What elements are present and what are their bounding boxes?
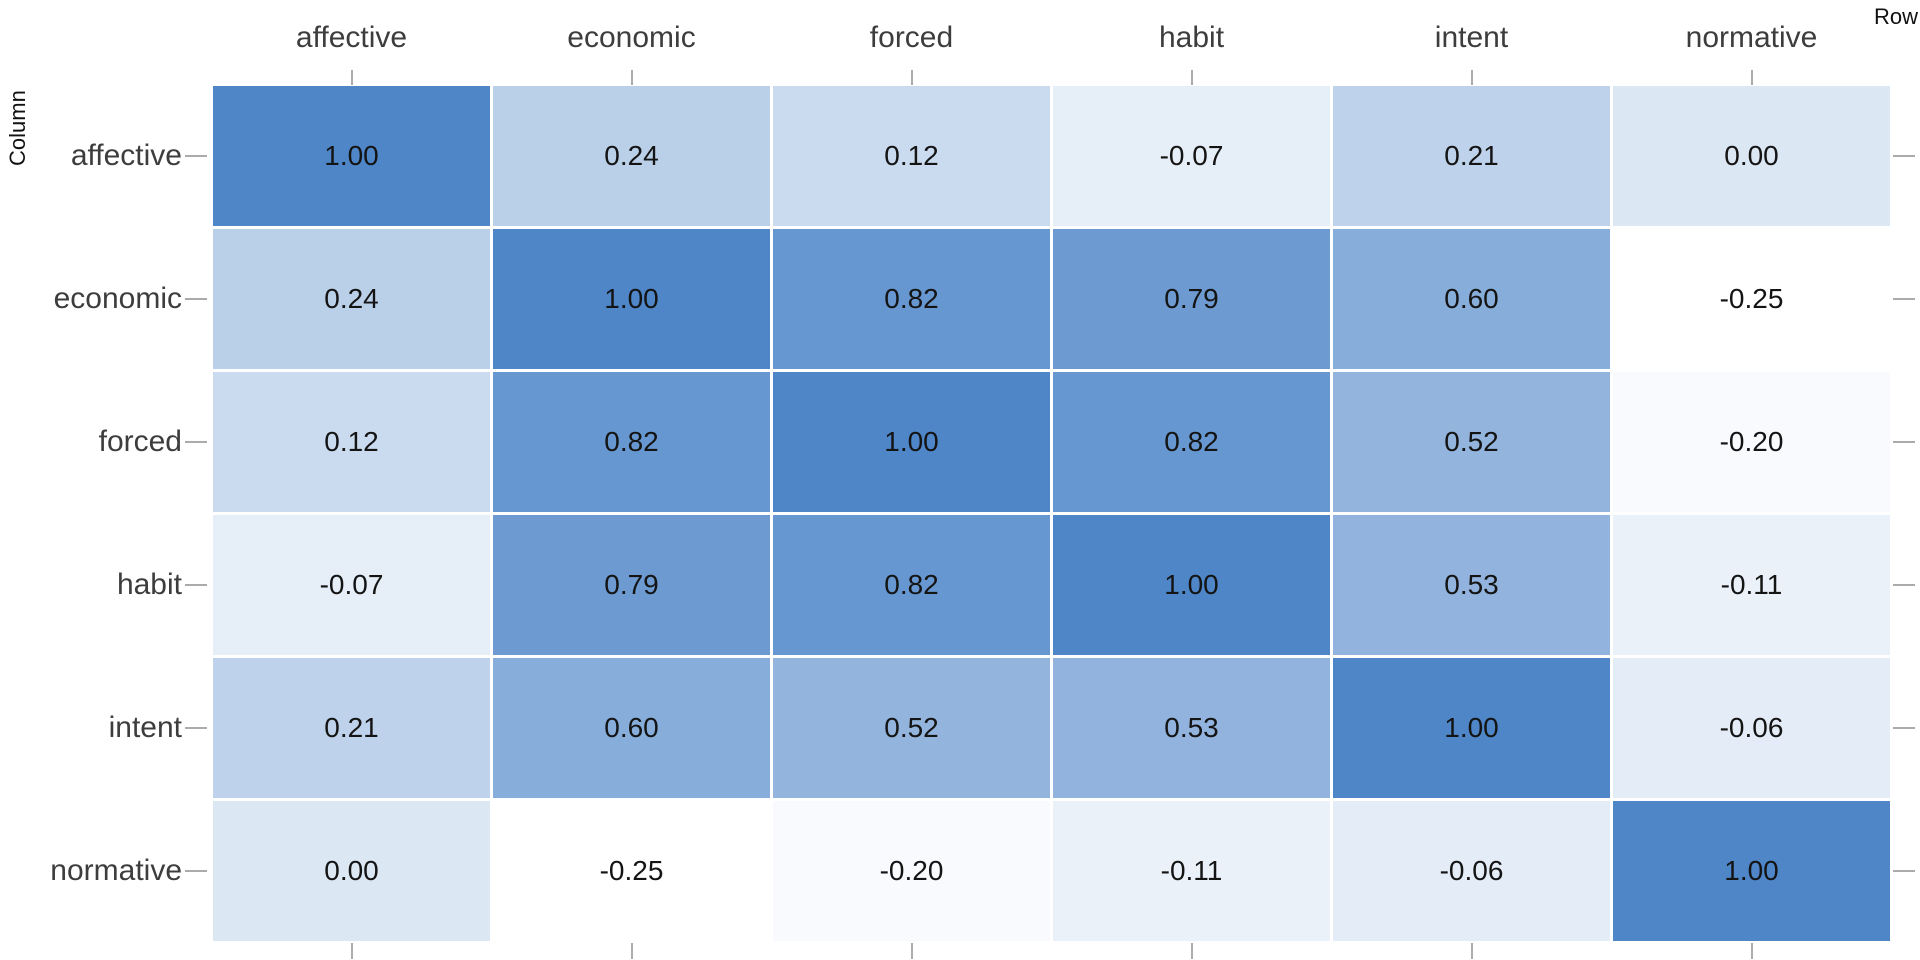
row-label-affective: affective (70, 139, 182, 172)
heatmap-cell-intent-normative: -0.06 (1613, 658, 1890, 798)
right-tick (1893, 727, 1915, 729)
row-label-column: affective economic forced habit intent normat… (0, 86, 182, 941)
heatmap-cell-forced-normative: -0.20 (1613, 372, 1890, 512)
heatmap-cell-economic-intent: 0.60 (1333, 229, 1610, 369)
heatmap-cell-forced-affective: 0.12 (213, 372, 490, 512)
bottom-tick (350, 943, 353, 959)
row-label-intent: intent (108, 711, 182, 744)
top-tick (1470, 70, 1473, 85)
left-tick (185, 155, 207, 157)
left-tick (185, 441, 207, 443)
top-tick (910, 70, 913, 85)
heatmap-cell-affective-intent: 0.21 (1333, 86, 1610, 226)
heatmap-cell-economic-habit: 0.79 (1053, 229, 1330, 369)
heatmap-cell-habit-habit: 1.00 (1053, 515, 1330, 655)
column-header-row: affective economic forced habit intent normat… (213, 20, 1890, 56)
x-axis-title: Row (1873, 4, 1918, 29)
heatmap-cell-intent-affective: 0.21 (213, 658, 490, 798)
heatmap-cell-habit-economic: 0.79 (493, 515, 770, 655)
right-tick (1893, 441, 1915, 443)
column-header-normative: normative (1685, 21, 1818, 54)
heatmap-cell-affective-normative: 0.00 (1613, 86, 1890, 226)
left-tick (185, 584, 207, 586)
right-tick (1893, 870, 1915, 872)
heatmap-cell-affective-affective: 1.00 (213, 86, 490, 226)
heatmap-cell-intent-forced: 0.52 (773, 658, 1050, 798)
heatmap-cell-normative-affective: 0.00 (213, 801, 490, 941)
row-label-forced: forced (98, 425, 182, 458)
heatmap-cell-economic-affective: 0.24 (213, 229, 490, 369)
bottom-tick (1750, 943, 1753, 959)
right-tick (1893, 298, 1915, 300)
bottom-tick (1190, 943, 1193, 959)
heatmap-cell-habit-affective: -0.07 (213, 515, 490, 655)
bottom-tick (630, 943, 633, 959)
heatmap-cell-intent-habit: 0.53 (1053, 658, 1330, 798)
heatmap-cell-habit-normative: -0.11 (1613, 515, 1890, 655)
heatmap-cell-affective-forced: 0.12 (773, 86, 1050, 226)
heatmap-cell-economic-economic: 1.00 (493, 229, 770, 369)
right-tick (1893, 584, 1915, 586)
heatmap-cell-habit-forced: 0.82 (773, 515, 1050, 655)
heatmap-cell-normative-normative: 1.00 (1613, 801, 1890, 941)
left-tick (185, 727, 207, 729)
column-header-intent: intent (1434, 21, 1509, 54)
row-label-habit: habit (116, 568, 182, 601)
heatmap-grid: 1.00 0.24 0.12 -0.07 0.21 0.00 0.24 1.00 0.82 0.7… (213, 86, 1890, 941)
top-tick (350, 70, 353, 85)
heatmap-cell-normative-intent: -0.06 (1333, 801, 1610, 941)
row-label-normative: normative (50, 854, 182, 887)
heatmap-cell-forced-economic: 0.82 (493, 372, 770, 512)
heatmap-cell-forced-forced: 1.00 (773, 372, 1050, 512)
column-header-economic: economic (567, 21, 696, 54)
top-tick (1750, 70, 1753, 85)
top-tick (630, 70, 633, 85)
heatmap-cell-economic-normative: -0.25 (1613, 229, 1890, 369)
left-tick (185, 870, 207, 872)
heatmap-cell-normative-economic: -0.25 (493, 801, 770, 941)
left-tick (185, 298, 207, 300)
heatmap-cell-normative-forced: -0.20 (773, 801, 1050, 941)
heatmap-cell-affective-habit: -0.07 (1053, 86, 1330, 226)
column-header-affective: affective (295, 21, 408, 54)
heatmap-cell-affective-economic: 0.24 (493, 86, 770, 226)
heatmap-cell-intent-economic: 0.60 (493, 658, 770, 798)
heatmap-cell-forced-intent: 0.52 (1333, 372, 1610, 512)
heatmap-cell-intent-intent: 1.00 (1333, 658, 1610, 798)
bottom-tick (1470, 943, 1473, 959)
heatmap-cell-economic-forced: 0.82 (773, 229, 1050, 369)
column-header-forced: forced (869, 21, 954, 54)
heatmap-cell-habit-intent: 0.53 (1333, 515, 1610, 655)
heatmap-cell-normative-habit: -0.11 (1053, 801, 1330, 941)
bottom-tick (910, 943, 913, 959)
heatmap-cell-forced-habit: 0.82 (1053, 372, 1330, 512)
row-label-economic: economic (53, 282, 182, 315)
column-header-habit: habit (1158, 21, 1225, 54)
top-tick (1190, 70, 1193, 85)
right-tick (1893, 155, 1915, 157)
